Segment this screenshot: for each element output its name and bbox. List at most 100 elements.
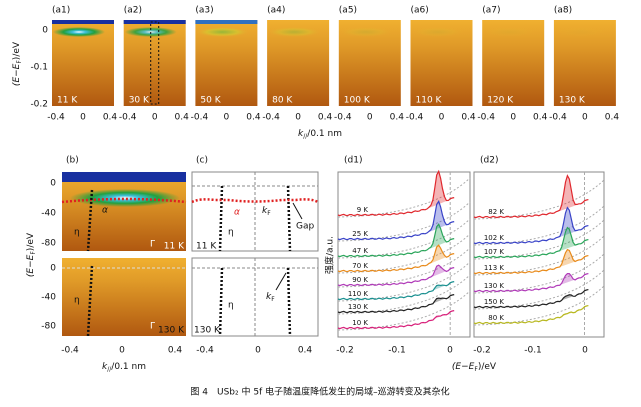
edc-curve — [337, 310, 455, 330]
gamma: Γ — [150, 322, 155, 332]
x-tick-label: 0.4 — [246, 113, 261, 123]
panel-label: (c) — [196, 156, 208, 166]
x-axis-label-part: // — [107, 366, 112, 373]
kf-label: kF — [266, 292, 275, 304]
y-axis-label: 强度/a.u. — [324, 236, 336, 274]
temperature: 30 K — [129, 96, 150, 106]
x-tick-label: 0.4 — [533, 113, 548, 123]
gap-label: Gap — [296, 222, 314, 232]
x-tick-label: 0 — [439, 113, 445, 123]
eta: η — [228, 301, 234, 311]
edc-curve — [337, 244, 455, 273]
curve-label: 113 K — [484, 264, 505, 272]
edc-curve — [337, 294, 455, 314]
x-axis-label: k///0.1 nm — [298, 129, 342, 141]
curve-label: 80 K — [488, 314, 504, 322]
x-tick-label: 0 — [582, 113, 588, 123]
peak-fill — [427, 265, 450, 279]
background-line — [337, 247, 471, 288]
eta: η — [74, 228, 80, 238]
temperature: 50 K — [200, 96, 221, 106]
kf-label-part: F — [267, 210, 271, 217]
eta-band — [218, 185, 224, 252]
panel-label: (a4) — [267, 6, 285, 16]
x-tick-label: -0.4 — [196, 346, 214, 356]
edc-curve — [473, 248, 589, 275]
background-line — [337, 233, 471, 274]
y-axis-label-part: (E−E — [26, 254, 36, 277]
eta-band — [286, 185, 292, 252]
x-tick-label: 0.4 — [605, 113, 620, 123]
background-line — [337, 201, 471, 242]
y-tick-label: 0 — [50, 264, 56, 274]
curve-label: 70 K — [352, 262, 368, 270]
arpes-image — [553, 20, 616, 106]
panel-label: (a2) — [124, 6, 142, 16]
peak-fill — [427, 171, 450, 209]
kf-label-part: k — [266, 292, 272, 302]
x-tick-label: 0 — [367, 113, 373, 123]
kf-label: kF — [262, 206, 271, 218]
y-tick-label: -40 — [41, 293, 56, 303]
x-tick-label: -0.4 — [61, 346, 79, 356]
x-tick-label: 0 — [224, 113, 230, 123]
x-tick-label: -0.2 — [473, 346, 491, 356]
x-tick-label: -0.2 — [336, 346, 354, 356]
y-axis-label-part: (E−E — [12, 63, 22, 86]
panel-label: (d1) — [344, 156, 362, 166]
edc-curve — [337, 281, 455, 301]
edc-curve — [473, 226, 589, 259]
peak-fill — [427, 245, 450, 265]
edc-curve — [337, 264, 455, 287]
y-tick-label: 0 — [42, 26, 48, 36]
temperature: 80 K — [272, 96, 293, 106]
top-band — [52, 20, 114, 24]
x-axis-label: (E−EF)/eV — [452, 362, 497, 374]
x-axis-label-part: /0.1 nm — [111, 362, 146, 372]
x-axis-label-part: // — [303, 133, 308, 140]
y-tick-label: -40 — [41, 209, 56, 219]
x-axis-label: k///0.1 nm — [102, 362, 146, 374]
hybrid-band — [61, 197, 187, 204]
x-tick-label: -0.4 — [549, 113, 567, 123]
x-tick-label: 0 — [152, 113, 158, 123]
curve-label: 82 K — [488, 208, 504, 216]
curve-label: 25 K — [352, 230, 368, 238]
gap-arrow — [292, 202, 303, 220]
top-band — [195, 20, 258, 24]
curve-label: 47 K — [352, 247, 368, 255]
x-tick-label: -0.4 — [262, 113, 280, 123]
temperature: 100 K — [344, 96, 371, 106]
x-axis-label-part: /0.1 nm — [307, 129, 342, 139]
y-axis-label-part: )/eV — [12, 41, 22, 60]
edc-curve — [337, 223, 455, 258]
x-tick-label: 0 — [80, 113, 86, 123]
x-tick-label: 0.4 — [390, 113, 405, 123]
eta: η — [228, 228, 234, 238]
peak-fill — [427, 224, 450, 250]
kf-label-part: k — [262, 206, 268, 216]
edc-curve — [473, 206, 589, 245]
eta: η — [74, 296, 80, 306]
kf-arrow — [275, 272, 287, 291]
flat-band — [411, 27, 464, 37]
x-tick-label: 0 — [447, 346, 453, 356]
x-tick-label: -0.4 — [191, 113, 209, 123]
x-tick-label: 0 — [119, 346, 125, 356]
peak-fill — [427, 201, 450, 233]
panel-label: (a3) — [195, 6, 213, 16]
edc-curve — [337, 199, 455, 241]
y-axis-label-part: )/eV — [26, 232, 36, 251]
x-tick-label: -0.4 — [334, 113, 352, 123]
x-tick-label: -0.1 — [524, 346, 542, 356]
y-tick-label: -80 — [41, 322, 56, 332]
edc-curve — [473, 174, 589, 219]
eta-band — [218, 267, 224, 337]
x-axis-label-part: k — [298, 129, 304, 139]
x-tick-label: 0 — [582, 346, 588, 356]
background-line — [337, 218, 471, 259]
cut-box — [150, 21, 160, 105]
temperature: 110 K — [416, 96, 443, 106]
temperature: 130 K — [194, 326, 221, 336]
top-band — [62, 172, 186, 182]
